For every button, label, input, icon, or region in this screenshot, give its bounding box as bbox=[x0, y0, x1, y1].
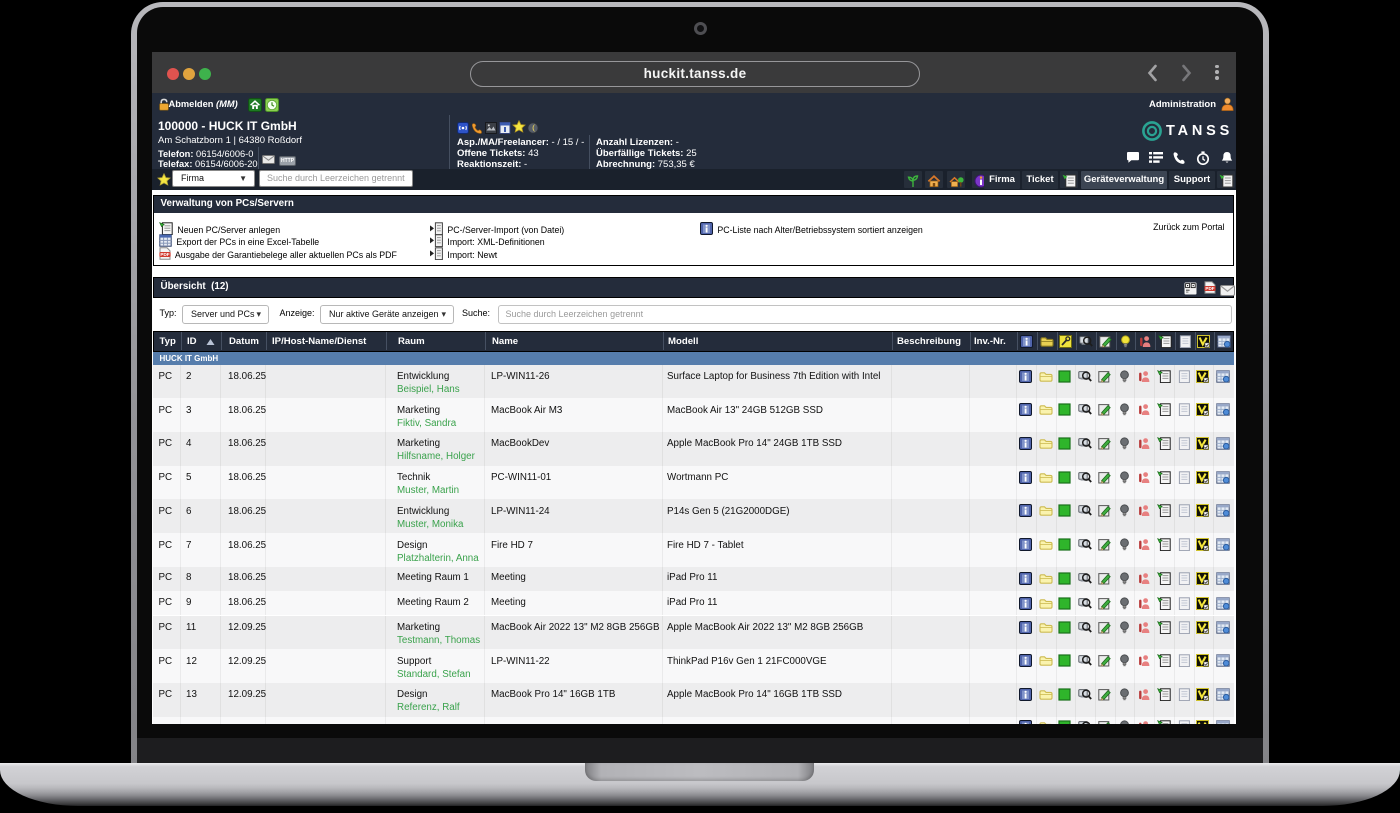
svg-text:PDF: PDF bbox=[1205, 286, 1214, 291]
svg-text:PDF: PDF bbox=[160, 251, 169, 256]
